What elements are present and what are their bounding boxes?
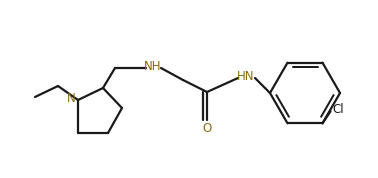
- Text: HN: HN: [237, 70, 255, 83]
- Text: O: O: [202, 122, 212, 135]
- Text: N: N: [67, 93, 75, 106]
- Text: Cl: Cl: [333, 103, 344, 116]
- Text: NH: NH: [144, 61, 162, 74]
